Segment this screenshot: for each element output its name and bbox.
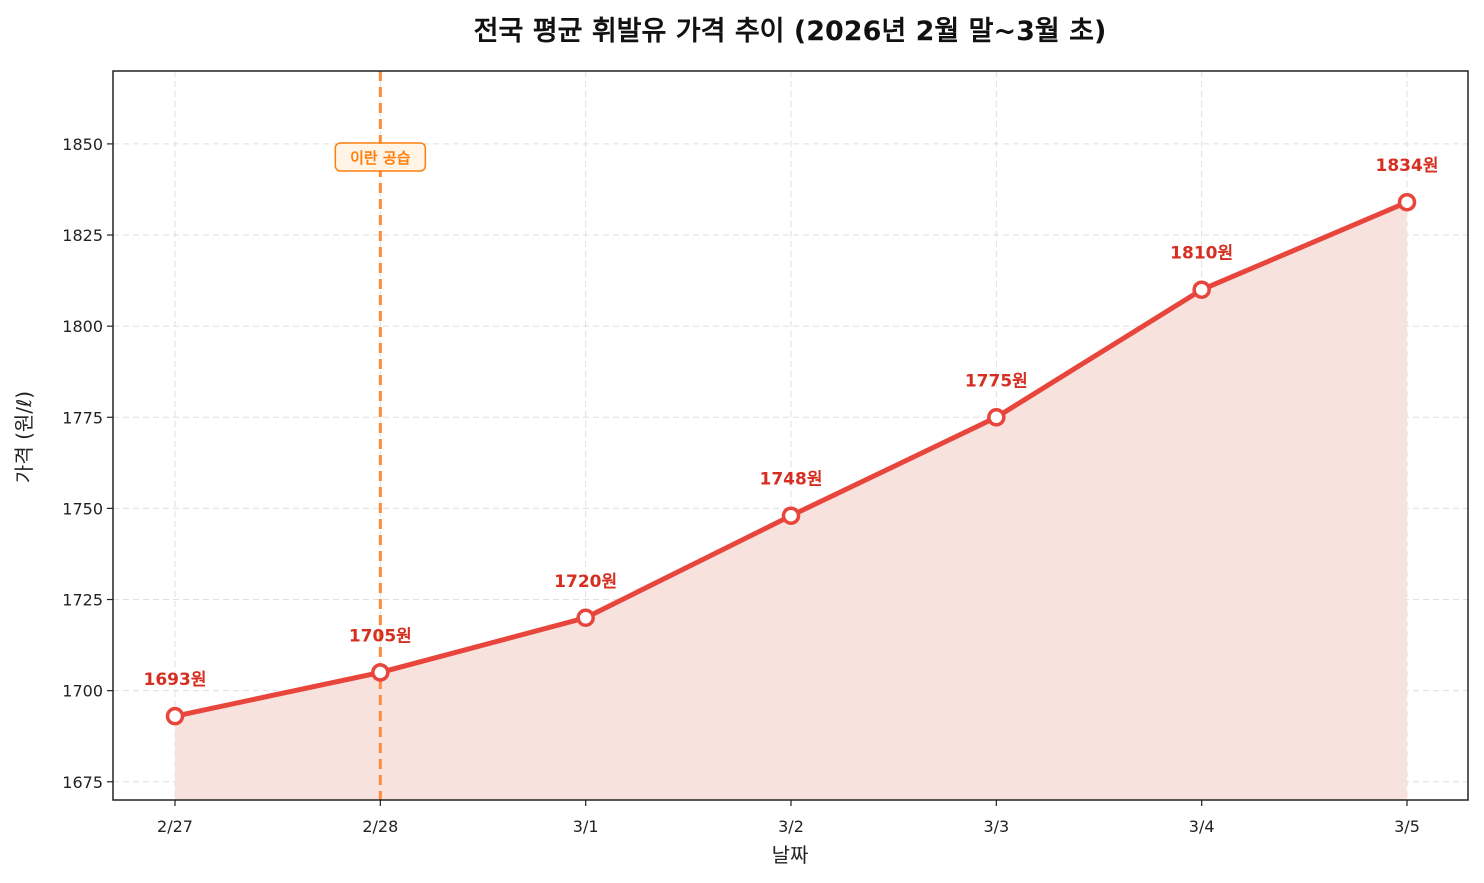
y-tick-label: 1675 — [62, 773, 103, 792]
y-tick-label: 1700 — [62, 682, 103, 701]
data-point — [165, 706, 185, 726]
data-point — [781, 506, 801, 525]
data-label: 1693원 — [144, 670, 207, 690]
data-label: 1775원 — [965, 371, 1028, 391]
x-tick-label: 2/27 — [157, 817, 193, 836]
data-point — [987, 408, 1006, 427]
chart-title: 전국 평균 휘발유 가격 추이 (2026년 2월 말~3월 초) — [474, 16, 1107, 47]
y-tick-label: 1850 — [62, 135, 103, 154]
x-tick-label: 2/28 — [362, 817, 398, 836]
annotation-layer: 이란 공습 — [334, 71, 427, 800]
x-tick-label: 3/1 — [573, 817, 599, 836]
data-point — [1397, 192, 1417, 212]
x-tick-label: 3/2 — [778, 817, 804, 836]
annotation-text: 이란 공습 — [350, 149, 411, 167]
data-labels: 1693원 1705원 1720원 1748원 1775원 1810원 1834원 — [144, 156, 1439, 690]
y-axis-title: 가격 (원/ℓ) — [12, 391, 36, 483]
data-label: 1720원 — [554, 572, 617, 592]
x-axis: 2/27 2/28 3/1 3/2 3/3 3/4 3/5 — [157, 800, 1420, 836]
data-label: 1810원 — [1170, 244, 1233, 264]
x-tick-label: 3/4 — [1189, 817, 1215, 836]
data-point — [576, 608, 595, 627]
data-points — [165, 192, 1417, 726]
y-axis: 1675 1700 1725 1750 1775 1800 1825 1850 — [62, 135, 113, 792]
y-tick-label: 1725 — [62, 591, 103, 610]
annotation-label: 이란 공습 — [334, 142, 427, 172]
y-tick-label: 1750 — [62, 499, 103, 518]
area-fill — [175, 202, 1407, 801]
y-tick-label: 1825 — [62, 226, 103, 245]
annotation-box — [334, 142, 427, 172]
data-label: 1834원 — [1376, 156, 1439, 176]
x-tick-label: 3/3 — [983, 817, 1009, 836]
data-label: 1705원 — [349, 626, 412, 646]
y-tick-label: 1800 — [62, 317, 103, 336]
data-label: 1748원 — [760, 470, 823, 490]
data-point — [371, 663, 390, 682]
x-axis-title: 날짜 — [772, 843, 809, 867]
data-point — [1192, 280, 1211, 299]
x-tick-label: 3/5 — [1394, 817, 1420, 836]
y-tick-label: 1775 — [62, 408, 103, 427]
